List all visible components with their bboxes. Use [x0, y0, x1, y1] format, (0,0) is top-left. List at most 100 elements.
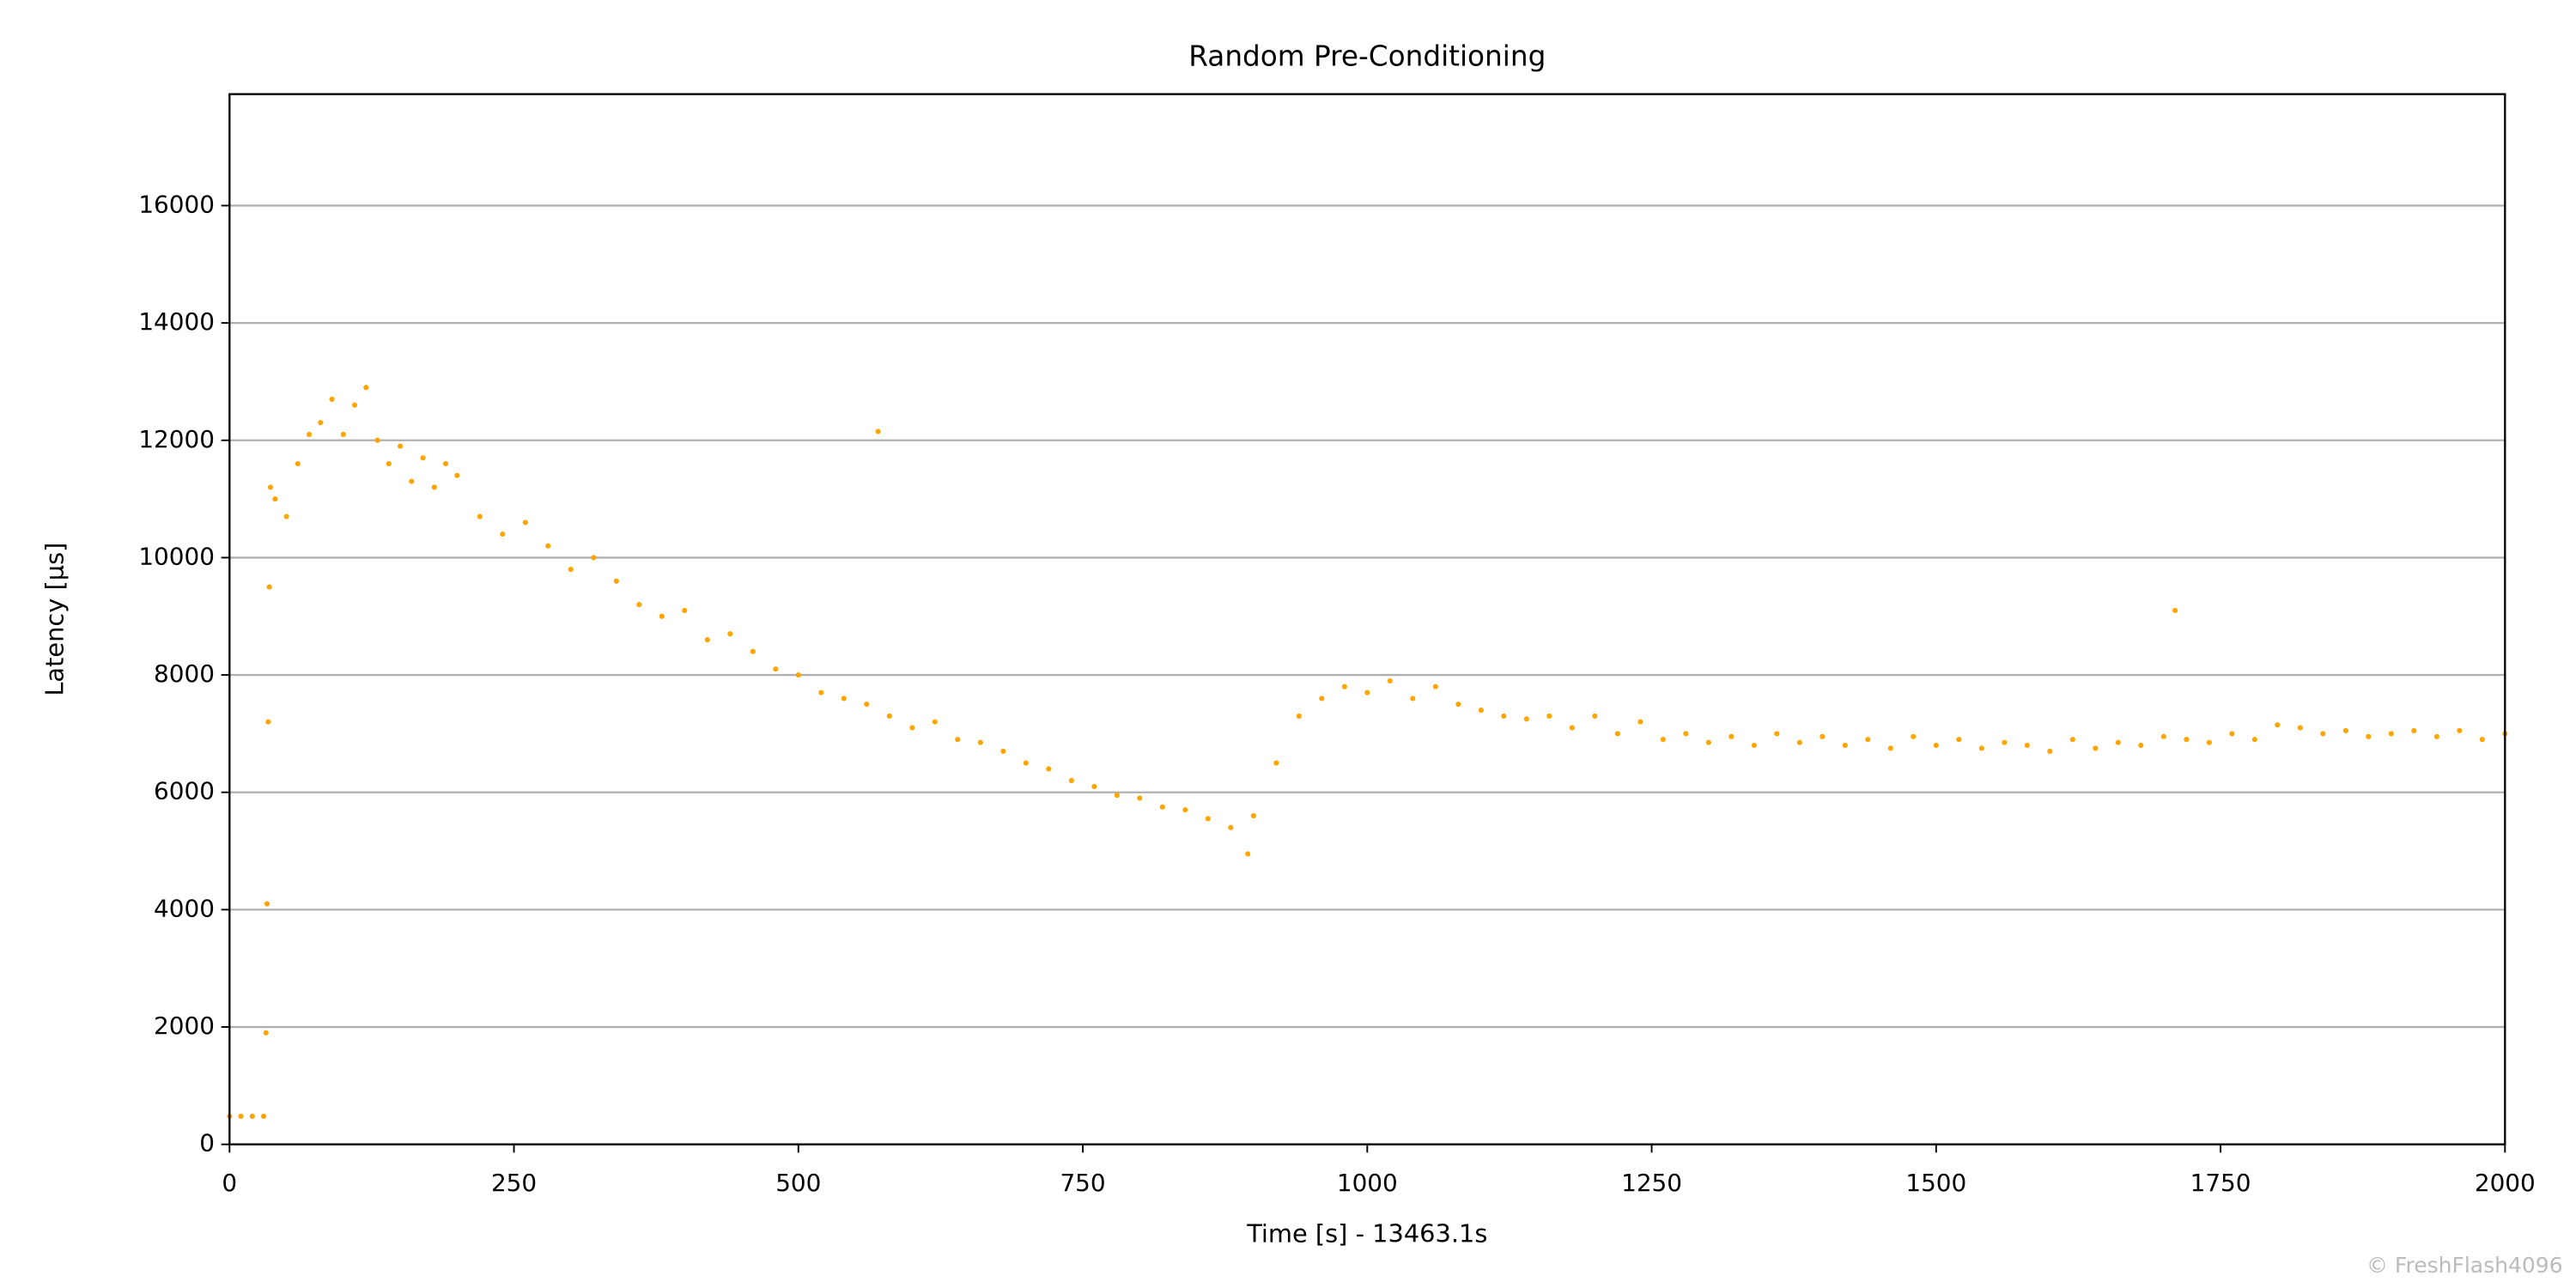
x-tick-label: 1250 — [1621, 1169, 1682, 1197]
data-point — [409, 478, 415, 484]
data-point — [2251, 737, 2257, 743]
data-point — [1751, 742, 1757, 749]
data-point — [374, 437, 380, 443]
x-axis-label: Time [s] - 13463.1s — [1246, 1218, 1487, 1248]
data-point — [1023, 760, 1029, 766]
data-point — [249, 1113, 255, 1119]
data-point — [522, 519, 528, 526]
data-point — [2138, 742, 2144, 749]
data-point — [1387, 677, 1393, 683]
data-point — [2342, 727, 2348, 734]
data-point — [266, 584, 272, 590]
data-point — [727, 631, 733, 637]
data-point — [238, 1113, 244, 1119]
data-point — [1205, 816, 1211, 822]
data-point — [1245, 851, 1251, 857]
data-point — [1956, 737, 1962, 743]
data-point — [500, 532, 506, 538]
data-point — [841, 696, 847, 702]
data-point — [2002, 739, 2008, 745]
data-point — [704, 636, 710, 643]
y-tick-label: 12000 — [138, 425, 215, 453]
data-point — [1228, 824, 1234, 830]
x-tick-label: 1750 — [2190, 1169, 2251, 1197]
data-point — [795, 671, 801, 678]
data-point — [773, 666, 779, 672]
data-point — [1091, 783, 1097, 789]
data-point — [1796, 739, 1802, 745]
y-tick-label: 16000 — [138, 190, 215, 218]
data-point — [340, 431, 346, 437]
data-point — [283, 513, 289, 519]
data-point — [1296, 713, 1302, 719]
data-point — [267, 484, 274, 490]
data-point — [272, 496, 278, 502]
data-point — [955, 737, 961, 743]
data-point — [2093, 745, 2099, 751]
data-point — [2206, 739, 2212, 745]
y-tick-label: 10000 — [138, 542, 215, 570]
data-point — [263, 1030, 269, 1036]
data-point — [1114, 793, 1120, 799]
data-point — [306, 431, 313, 437]
data-point — [1592, 713, 1598, 719]
x-tick-label: 250 — [491, 1169, 537, 1197]
plot-frame — [228, 93, 2506, 1145]
data-point — [1159, 804, 1165, 810]
y-tick-label: 6000 — [154, 777, 215, 805]
data-point — [264, 901, 270, 907]
data-point — [420, 455, 426, 461]
data-point — [1683, 731, 1689, 737]
data-point — [477, 513, 483, 519]
data-point — [1933, 742, 1939, 749]
y-axis-label: Latency [µs] — [39, 543, 69, 696]
data-point — [1774, 731, 1780, 737]
data-point — [1455, 702, 1461, 708]
data-point — [1978, 745, 1984, 751]
data-point — [1911, 733, 1917, 739]
data-point — [1046, 766, 1052, 772]
data-point — [886, 713, 892, 719]
data-point — [1137, 795, 1143, 801]
data-point — [1523, 716, 1529, 722]
data-point — [295, 461, 301, 467]
data-point — [659, 613, 665, 619]
data-point — [1432, 683, 1438, 690]
data-point — [265, 719, 271, 725]
y-tick-label: 4000 — [154, 894, 215, 922]
data-point — [1705, 739, 1711, 745]
data-point — [1182, 807, 1188, 813]
x-tick-label: 500 — [775, 1169, 821, 1197]
data-point — [875, 428, 881, 434]
data-point — [2388, 731, 2394, 737]
data-point — [2366, 733, 2372, 739]
data-point — [909, 725, 915, 731]
data-point — [1660, 737, 1666, 743]
data-point — [1637, 719, 1643, 725]
data-point — [363, 385, 369, 391]
data-point — [2115, 739, 2121, 745]
data-point — [1820, 733, 1826, 739]
data-point — [864, 702, 870, 708]
y-tick-label: 0 — [199, 1129, 215, 1157]
data-point — [397, 443, 404, 449]
x-tick-label: 0 — [222, 1169, 237, 1197]
data-point — [1614, 731, 1620, 737]
x-tick-label: 1500 — [1905, 1169, 1966, 1197]
data-point — [351, 402, 358, 408]
data-point — [1250, 812, 1256, 819]
data-point — [442, 461, 449, 467]
data-point — [1728, 733, 1735, 739]
data-point — [1341, 683, 1347, 690]
data-point — [818, 690, 824, 696]
data-point — [386, 461, 392, 467]
data-point — [260, 1113, 267, 1119]
data-point — [1546, 713, 1552, 719]
data-point — [2433, 733, 2439, 739]
data-point — [545, 543, 551, 549]
data-point — [750, 648, 756, 654]
data-point — [1842, 742, 1848, 749]
data-point — [1273, 760, 1279, 766]
watermark: © FreshFlash4096 — [2366, 1253, 2563, 1278]
